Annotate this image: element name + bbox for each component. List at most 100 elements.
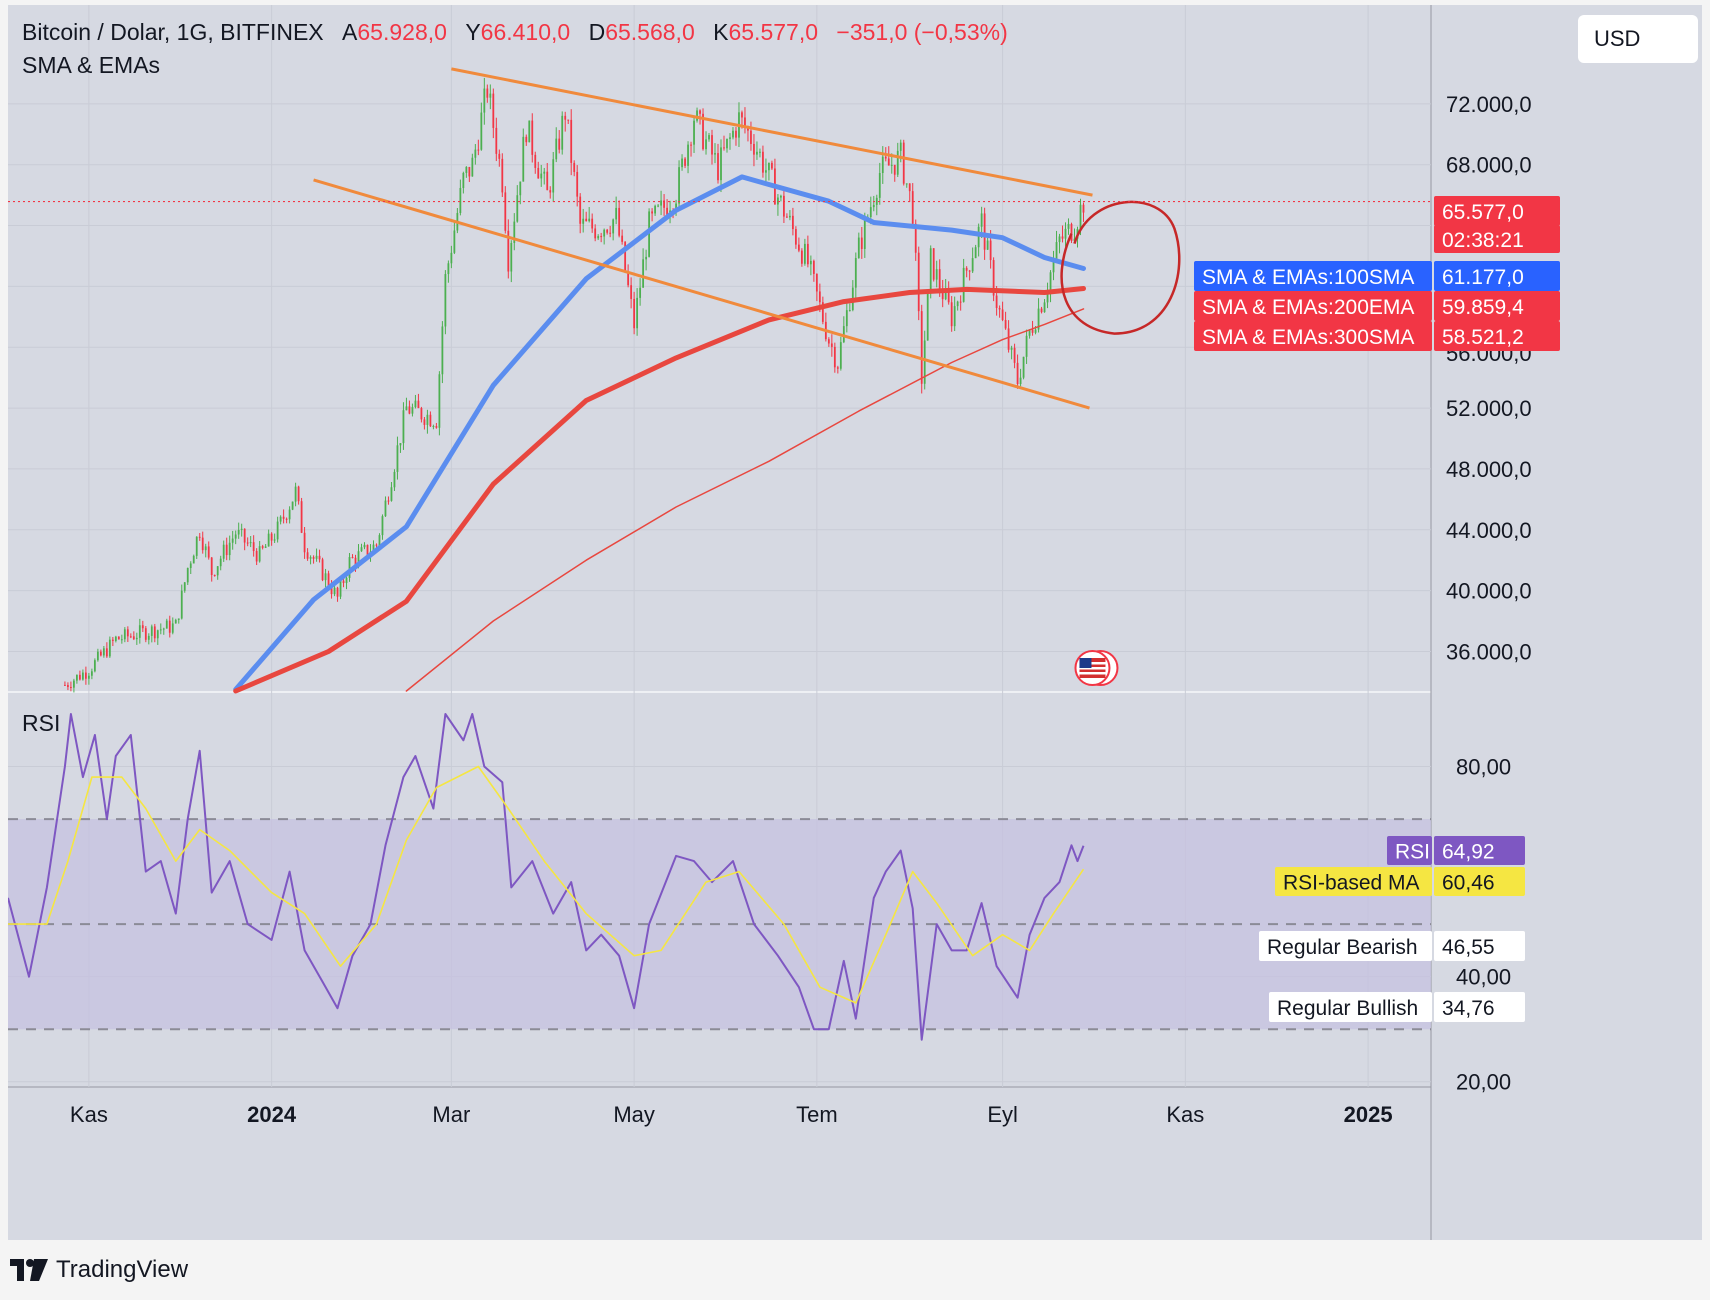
candle-body [498,153,501,159]
candle-body [1010,347,1013,350]
watermark-text: TradingView [56,1256,189,1283]
candle-body [744,117,746,129]
candle-body [285,518,288,520]
candle-body [435,426,438,428]
candle-body [606,229,609,233]
candle-body [1028,329,1031,336]
candle-body [848,310,851,312]
candle-body [282,516,285,519]
candle-body [471,157,474,177]
candle-body [675,203,677,211]
candle-body [537,167,540,179]
candle-body [720,147,722,181]
candle-body [750,130,752,144]
rsi-title[interactable]: RSI [22,710,61,736]
candle-body [842,326,845,343]
candle-body [995,295,998,308]
candle-body [354,557,357,565]
candle-body [944,289,947,300]
candle-body [336,587,339,597]
candle-body [564,115,567,120]
candle-body [507,230,510,272]
candle-body [432,426,435,428]
candle-body [363,544,366,548]
candle-body [803,243,806,264]
candle-body [372,544,375,552]
candle-body [1055,242,1058,260]
candle-body [857,237,860,259]
candle-body [762,151,764,173]
indicator-title[interactable]: SMA & EMAs [22,52,161,78]
high-value: 66.410,0 [480,19,571,45]
candle-body [624,241,627,272]
candle-body [405,406,408,411]
candle-body [1025,335,1028,357]
close-label: K [713,19,729,45]
candle-body [684,158,686,166]
candle-body [207,546,210,558]
candle-body [315,555,318,559]
candle-body [603,229,606,237]
candle-body [612,219,615,234]
rsi-y-tick-label: 40,00 [1456,965,1511,990]
candle-body [953,306,956,327]
candle-body [950,302,953,327]
candle-body [881,156,884,173]
candle-body [249,542,252,544]
rsi-value-label-bg [1434,836,1525,865]
candle-body [279,516,282,522]
candle-body [1067,223,1070,229]
candle-body [561,115,564,150]
candle-body [1001,309,1004,320]
rsi-name-label-bg [1387,836,1432,865]
candle-body [177,618,180,620]
candle-body [516,195,519,222]
candle-body [1034,329,1037,333]
open-value: 65.928,0 [357,19,447,45]
candle-body [171,623,174,633]
close-value: 65.577,0 [728,19,818,45]
candle-body [129,636,132,638]
candle-body [543,171,546,174]
y-tick-label: 68.000,0 [1446,153,1532,178]
candle-body [246,542,249,544]
candle-body [150,626,153,636]
candle-body [156,630,159,639]
candle-body [1061,236,1064,239]
candle-body [219,558,222,567]
candle-body [381,516,384,536]
rsi-y-tick-label: 20,00 [1456,1070,1511,1095]
flag-canton [1079,658,1092,668]
ma-name-label-bg [1194,261,1432,291]
candle-body [875,197,878,205]
bearish-value-label: 46,55 [1442,936,1495,959]
candle-body [351,557,354,559]
high-label: Y [465,19,481,45]
candle-body [660,200,662,206]
candle-body [797,244,800,251]
ma-name-label-bg [1194,291,1432,321]
candle-body [702,113,704,150]
ma-value-label: 61.177,0 [1442,266,1524,289]
currency-button[interactable]: USD [1578,15,1698,63]
candle-body [99,651,102,656]
flag-stripe [1079,667,1106,670]
candle-body [318,555,321,560]
candle-body [630,285,633,299]
candle-body [878,172,881,198]
candle-body [465,166,468,173]
candle-body [1082,204,1085,213]
candle-body [258,546,261,562]
candle-body [687,144,689,166]
chart-canvas[interactable]: Kas 2024 Mar May Tem Eyl Kas 2025 72.000,0 68.000… [8,5,1702,1240]
rsi-line [8,713,1085,1041]
candle-body [932,248,935,280]
candle-body [1058,236,1061,243]
candle-body [869,207,872,217]
candle-body [926,290,929,341]
candle-body [854,258,857,288]
candle-body [78,674,81,680]
y-tick-label: 52.000,0 [1446,396,1532,421]
candle-body [1079,204,1082,230]
tradingview-watermark[interactable]: TradingView [10,1256,188,1284]
